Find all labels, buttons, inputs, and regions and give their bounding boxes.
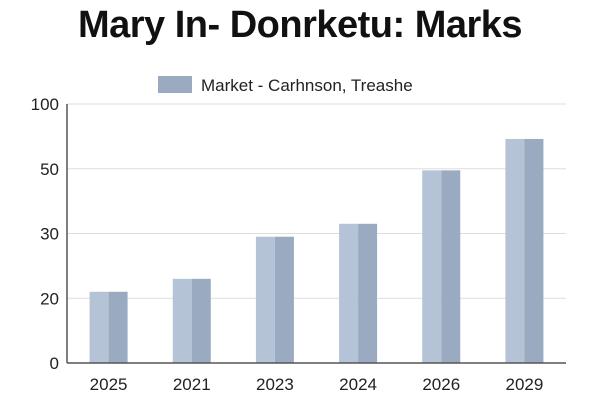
y-tick-label: 50 — [40, 160, 59, 179]
legend: Market - Carhnson, Treashe — [158, 76, 413, 95]
bar — [89, 291, 128, 363]
legend-swatch — [158, 76, 192, 93]
tick-labels: 0 20 30 50 100 2025 2021 2023 2024 2026 2029 — [31, 95, 544, 394]
bar — [255, 236, 294, 363]
legend-label: Market - Carhnson, Treashe — [201, 76, 413, 95]
bar — [505, 138, 544, 363]
x-tick-label: 2026 — [422, 375, 460, 394]
y-tick-label: 30 — [40, 225, 59, 244]
x-tick-label: 2024 — [339, 375, 377, 394]
bar — [172, 278, 211, 363]
x-tick-label: 2025 — [90, 375, 128, 394]
bar — [339, 223, 378, 363]
chart-title: Mary In- Donrketu: Marks — [77, 4, 523, 46]
bars — [89, 138, 544, 363]
x-tick-label: 2029 — [506, 375, 544, 394]
grid-lines — [67, 103, 566, 299]
bar — [422, 170, 461, 363]
y-tick-label: 100 — [31, 95, 59, 114]
axes — [66, 104, 566, 364]
y-tick-label: 20 — [40, 289, 59, 308]
x-tick-label: 2021 — [173, 375, 211, 394]
y-tick-label: 0 — [50, 354, 59, 373]
x-tick-label: 2023 — [256, 375, 294, 394]
